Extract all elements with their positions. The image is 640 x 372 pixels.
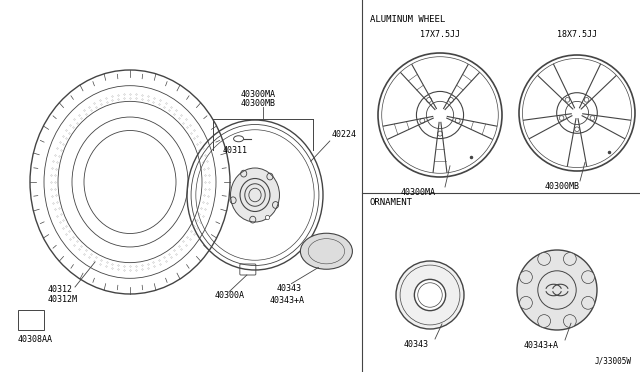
Circle shape (563, 315, 576, 327)
Circle shape (538, 253, 550, 265)
Circle shape (538, 315, 550, 327)
Text: 40312M: 40312M (48, 295, 78, 304)
Text: 40224: 40224 (331, 129, 356, 138)
Text: 40300A: 40300A (215, 291, 245, 300)
Ellipse shape (300, 233, 353, 269)
Circle shape (520, 271, 532, 283)
Circle shape (517, 250, 597, 330)
Text: 40300MA: 40300MA (241, 90, 276, 99)
Circle shape (396, 261, 464, 329)
Text: J/33005W: J/33005W (595, 356, 632, 365)
Text: 40300MB: 40300MB (241, 99, 276, 108)
Text: ALUMINUM WHEEL: ALUMINUM WHEEL (370, 15, 445, 24)
Text: 40343: 40343 (403, 340, 429, 349)
Circle shape (414, 279, 445, 311)
Text: 40311: 40311 (223, 146, 248, 155)
Text: 40343+A: 40343+A (269, 296, 305, 305)
Text: 40343+A: 40343+A (524, 341, 559, 350)
Bar (18, 310, 44, 330)
Text: 18X7.5JJ: 18X7.5JJ (557, 30, 597, 39)
Circle shape (520, 296, 532, 309)
Text: 40312: 40312 (48, 285, 73, 294)
Circle shape (582, 296, 595, 309)
Text: 40300MB: 40300MB (545, 182, 579, 191)
Text: 40300MA: 40300MA (401, 188, 435, 197)
Text: 40343: 40343 (276, 284, 301, 293)
Circle shape (563, 253, 576, 265)
Text: ORNAMENT: ORNAMENT (370, 198, 413, 207)
Circle shape (582, 271, 595, 283)
Text: 40308AA: 40308AA (18, 335, 53, 344)
Ellipse shape (230, 168, 280, 222)
Text: 17X7.5JJ: 17X7.5JJ (420, 30, 460, 39)
